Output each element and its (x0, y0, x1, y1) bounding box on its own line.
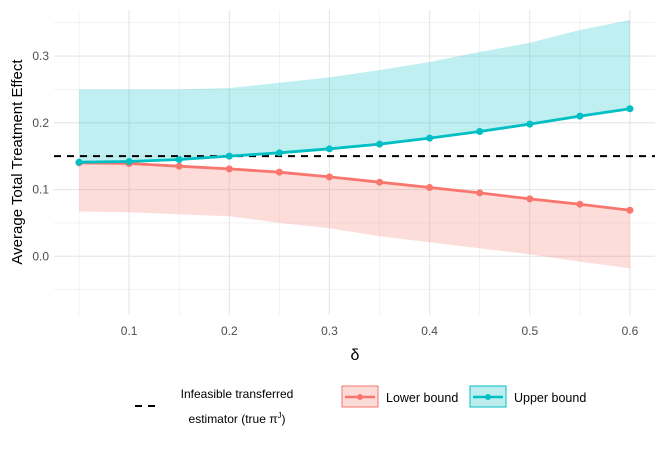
y-tick-label: 0.1 (32, 183, 49, 197)
x-tick-label: 0.5 (521, 324, 538, 338)
point-upper-bound (576, 112, 584, 120)
y-tick-label: 0.0 (32, 249, 49, 263)
point-upper-bound (626, 105, 634, 113)
y-tick-label: 0.3 (32, 49, 49, 63)
point-upper-bound (125, 157, 133, 165)
point-lower-bound (626, 206, 634, 214)
legend-lower-label: Lower bound (386, 391, 458, 405)
point-upper-bound (325, 145, 333, 153)
point-lower-bound (426, 184, 434, 192)
point-lower-bound (476, 189, 484, 197)
point-upper-bound (225, 152, 233, 160)
x-tick-label: 0.6 (622, 324, 639, 338)
line-lower-bound (79, 161, 631, 212)
point-lower-bound (225, 165, 233, 173)
point-upper-bound (376, 140, 384, 148)
point-upper-bound (426, 134, 434, 142)
point-lower-bound (175, 162, 183, 170)
x-tick-label: 0.4 (421, 324, 438, 338)
x-axis-label: δ (351, 347, 360, 364)
legend-upper-label: Upper bound (514, 391, 586, 405)
point-lower-bound (325, 173, 333, 181)
ribbons (79, 20, 630, 269)
x-tick-label: 0.3 (321, 324, 338, 338)
y-tick-labels: 0.0 0.1 0.2 0.3 (32, 49, 49, 263)
point-upper-bound (75, 158, 83, 166)
series-lines (75, 105, 634, 214)
point-lower-bound (376, 178, 384, 186)
grid (54, 10, 655, 315)
point-upper-bound (526, 120, 534, 128)
x-tick-label: 0.2 (221, 324, 238, 338)
legend-reference-label-line1: Infeasible transferred (181, 387, 294, 401)
y-tick-label: 0.2 (32, 116, 49, 130)
point-lower-bound (275, 168, 283, 176)
line-upper-bound (79, 107, 631, 164)
point-lower-bound (526, 195, 534, 203)
x-tick-labels: 0.1 0.2 0.3 0.4 0.5 0.6 (121, 324, 639, 338)
y-axis-label: Average Total Treatment Effect (9, 59, 26, 265)
ribbon-lower-bound (79, 162, 630, 269)
legend: Infeasible transferred estimator (true π… (135, 385, 586, 426)
ribbon-upper-bound (79, 20, 630, 163)
point-lower-bound (576, 200, 584, 208)
point-upper-bound (476, 127, 484, 135)
point-upper-bound (175, 155, 183, 163)
x-tick-label: 0.1 (121, 324, 138, 338)
point-upper-bound (275, 149, 283, 157)
legend-reference-label-line2: estimator (true πJ) (189, 411, 286, 426)
